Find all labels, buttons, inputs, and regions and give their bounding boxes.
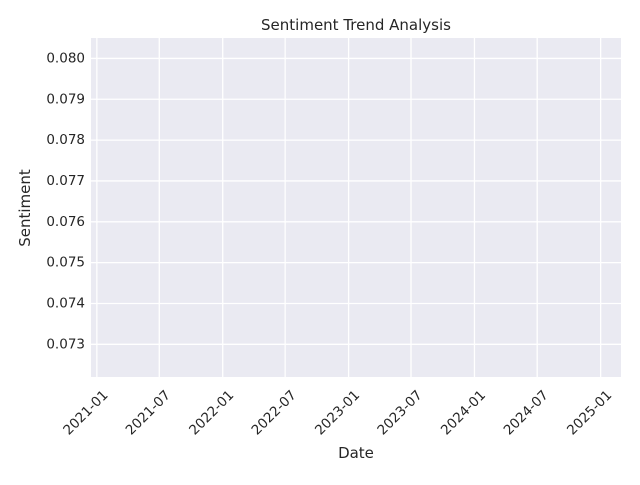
- x-tick-label: 2021-01: [60, 387, 111, 438]
- y-tick-label: 0.077: [46, 173, 85, 189]
- plot-area: [91, 38, 621, 377]
- y-tick-label: 0.075: [46, 255, 85, 271]
- y-tick-label: 0.074: [46, 295, 85, 311]
- y-axis-label: Sentiment: [16, 169, 34, 247]
- y-tick-label: 0.079: [46, 91, 85, 107]
- y-gridlines: [91, 57, 621, 345]
- y-tick-label: 0.073: [46, 336, 85, 352]
- x-tick-label: 2023-07: [374, 387, 425, 438]
- x-tick-labels: 2021-01 2021-07 2022-01 2022-07 2023-01 2023-…: [60, 387, 615, 438]
- y-tick-label: 0.076: [46, 214, 85, 230]
- x-tick-label: 2022-07: [249, 387, 300, 438]
- x-tick-label: 2023-01: [312, 387, 363, 438]
- y-tick-labels: 0.073 0.074 0.075 0.076 0.077 0.078 0.079 0.080: [46, 50, 85, 352]
- y-tick-label: 0.078: [46, 132, 85, 148]
- x-tick-label: 2024-07: [501, 387, 552, 438]
- x-tick-label: 2025-01: [564, 387, 615, 438]
- x-tick-label: 2021-07: [123, 387, 174, 438]
- chart-title: Sentiment Trend Analysis: [261, 16, 451, 34]
- x-axis-label: Date: [338, 444, 374, 462]
- x-tick-label: 2022-01: [186, 387, 237, 438]
- x-gridlines: [96, 38, 602, 377]
- x-tick-label: 2024-01: [438, 387, 489, 438]
- y-tick-label: 0.080: [46, 50, 85, 66]
